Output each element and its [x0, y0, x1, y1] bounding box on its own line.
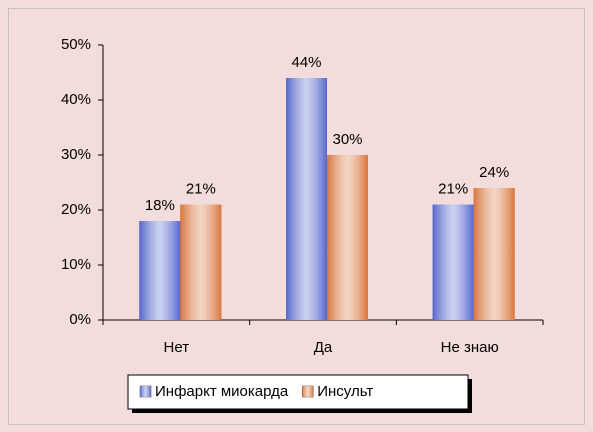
- x-tick-label: Не знаю: [441, 339, 499, 356]
- frame: [8, 8, 585, 425]
- y-tick-label: 50%: [61, 36, 91, 53]
- legend-box: [127, 374, 469, 410]
- y-tick-label: 30%: [61, 146, 91, 163]
- bar-shine: [180, 204, 222, 320]
- y-tick-label: 10%: [61, 256, 91, 273]
- bar-shine: [139, 221, 181, 320]
- bar-shine: [327, 155, 368, 320]
- bar-shine: [473, 188, 515, 320]
- data-label: 44%: [291, 54, 321, 71]
- data-label: 21%: [186, 180, 216, 197]
- y-tick-label: 20%: [61, 201, 91, 218]
- x-tick-label: Да: [314, 339, 333, 356]
- legend-label: Инфаркт миокарда: [155, 383, 289, 400]
- data-label: 21%: [438, 180, 468, 197]
- data-label: 24%: [479, 164, 509, 181]
- legend-swatch-shine: [140, 386, 151, 397]
- bar-shine: [432, 204, 474, 320]
- y-tick-label: 40%: [61, 91, 91, 108]
- legend-label: Инсульт: [317, 383, 373, 400]
- legend-swatch-shine: [302, 386, 314, 397]
- data-label: 18%: [145, 197, 175, 214]
- y-tick-label: 0%: [69, 311, 91, 328]
- data-label: 30%: [332, 131, 362, 148]
- x-tick-label: Нет: [164, 339, 190, 356]
- bar-shine: [286, 78, 327, 320]
